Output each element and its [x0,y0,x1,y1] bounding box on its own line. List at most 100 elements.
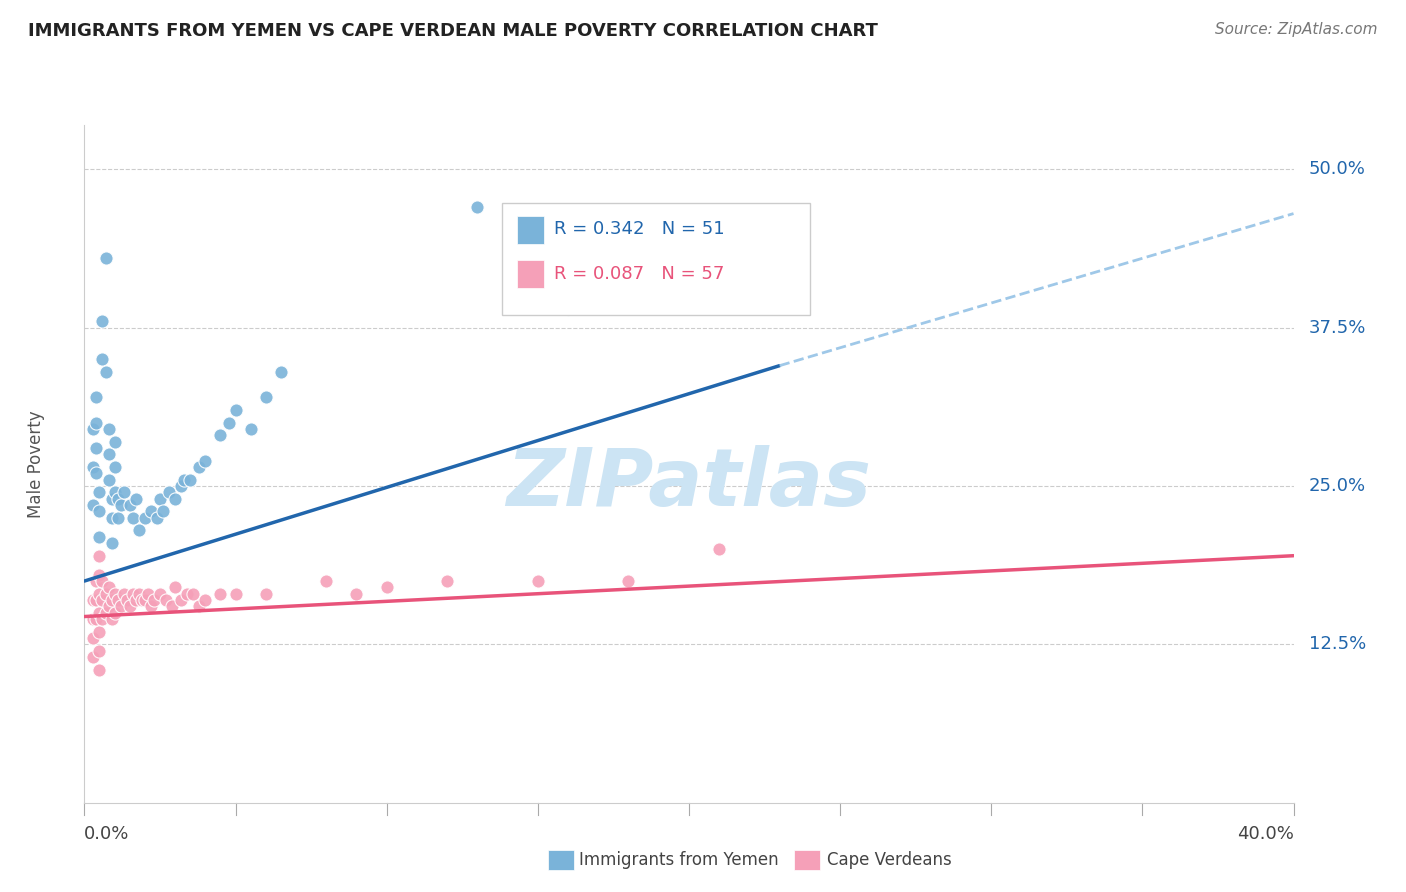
Point [110,498,132,512]
Point [436,574,458,588]
Point [239,422,262,436]
Point [104,460,127,475]
Point [86,390,108,404]
Point [89,549,111,563]
Point [82,650,104,665]
Point [89,504,111,518]
Point [139,599,162,614]
Point [91,314,114,328]
Point [131,593,153,607]
Point [254,587,277,601]
Point [104,587,127,601]
Point [163,491,186,506]
Point [91,574,114,588]
Point [89,606,111,620]
Point [86,467,108,481]
Point [160,599,183,614]
Point [107,510,129,524]
Point [194,593,217,607]
Point [134,510,156,524]
Text: Source: ZipAtlas.com: Source: ZipAtlas.com [1215,22,1378,37]
FancyBboxPatch shape [502,202,810,315]
Point [112,485,135,500]
Point [188,599,211,614]
Point [91,593,114,607]
Point [467,200,489,214]
Point [89,624,111,639]
Point [89,485,111,500]
Text: R = 0.087   N = 57: R = 0.087 N = 57 [554,265,724,283]
Point [225,403,247,417]
Point [94,606,117,620]
Point [155,593,177,607]
Point [118,599,141,614]
Point [97,447,120,461]
Point [107,593,129,607]
Point [176,587,198,601]
Point [128,524,150,538]
Point [94,251,117,265]
Point [142,593,165,607]
Point [86,574,108,588]
Point [86,593,108,607]
Point [209,428,232,442]
Point [97,422,120,436]
Text: 12.5%: 12.5% [1309,635,1365,654]
Point [89,663,111,677]
Point [375,581,398,595]
Point [146,510,169,524]
Point [526,574,548,588]
Point [118,498,141,512]
Point [315,574,337,588]
Point [82,422,104,436]
Point [82,631,104,645]
Point [125,593,148,607]
Point [89,587,111,601]
Point [104,434,127,449]
Point [97,599,120,614]
Point [89,530,111,544]
Point [173,473,195,487]
Point [82,498,104,512]
Point [89,644,111,658]
Point [100,593,122,607]
Point [86,416,108,430]
Point [97,473,120,487]
Text: 40.0%: 40.0% [1237,825,1294,843]
Point [121,510,143,524]
Point [110,599,132,614]
Point [225,587,247,601]
Text: 0.0%: 0.0% [84,825,129,843]
Point [194,453,217,467]
Text: ZIPatlas: ZIPatlas [506,445,872,524]
Point [82,460,104,475]
Point [100,536,122,550]
Point [97,581,120,595]
Point [709,542,731,557]
Point [181,587,204,601]
Point [91,352,114,367]
Point [107,491,129,506]
Point [121,587,143,601]
Point [254,390,277,404]
Text: 37.5%: 37.5% [1309,318,1367,336]
Point [346,587,368,601]
Point [89,567,111,582]
Point [94,365,117,379]
Point [163,581,186,595]
Point [104,485,127,500]
Point [82,612,104,626]
Text: 25.0%: 25.0% [1309,477,1365,495]
Text: R = 0.342   N = 51: R = 0.342 N = 51 [554,220,724,238]
Point [209,587,232,601]
Point [139,504,162,518]
Point [100,491,122,506]
Point [134,593,156,607]
Point [179,473,201,487]
FancyBboxPatch shape [517,217,544,244]
Point [128,587,150,601]
Point [112,587,135,601]
Point [94,587,117,601]
Point [152,504,174,518]
Point [136,587,159,601]
